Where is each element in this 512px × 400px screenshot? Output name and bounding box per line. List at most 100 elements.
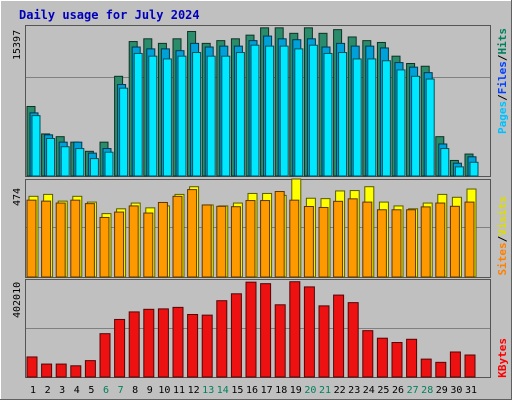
bar-sites-day-16 — [245, 200, 256, 278]
bar-pages-day-31 — [469, 161, 479, 177]
day-label-22: 22 — [334, 385, 346, 396]
day-label-13: 13 — [202, 385, 214, 396]
bar-sites-day-22 — [333, 200, 344, 278]
bar-pages-day-1 — [31, 115, 41, 177]
bar-pages-day-16 — [250, 44, 260, 177]
legend-pages-label: Pages — [496, 101, 509, 134]
bar-pages-day-11 — [177, 55, 187, 177]
bar-pages-day-15 — [235, 52, 245, 177]
bar-kbytes-day-16 — [245, 281, 257, 378]
bar-kbytes-day-31 — [464, 354, 476, 378]
bar-sites-day-27 — [406, 209, 417, 278]
day-label-2: 2 — [45, 385, 51, 396]
bar-sites-day-13 — [201, 204, 212, 278]
day-label-12: 12 — [188, 385, 200, 396]
day-label-31: 31 — [465, 385, 477, 396]
bar-kbytes-day-26 — [391, 342, 403, 378]
bar-kbytes-day-15 — [230, 293, 242, 378]
bar-pages-day-22 — [338, 52, 348, 177]
bar-kbytes-day-20 — [303, 286, 315, 378]
bar-kbytes-day-30 — [449, 351, 461, 378]
ytick-hits: 15397 — [12, 30, 23, 60]
bar-sites-day-8 — [128, 205, 139, 278]
bar-kbytes-day-2 — [41, 363, 53, 378]
bar-pages-day-6 — [104, 151, 114, 177]
bar-kbytes-day-5 — [84, 360, 96, 378]
day-label-21: 21 — [319, 385, 331, 396]
legend-files-label: Files — [496, 61, 509, 94]
day-label-7: 7 — [118, 385, 124, 396]
day-label-9: 9 — [147, 385, 153, 396]
bar-sites-day-20 — [303, 206, 314, 278]
bar-sites-day-12 — [187, 189, 198, 278]
day-label-24: 24 — [363, 385, 375, 396]
bar-pages-day-20 — [308, 44, 318, 177]
day-label-30: 30 — [450, 385, 462, 396]
bar-sites-day-25 — [376, 209, 387, 278]
day-label-6: 6 — [103, 385, 109, 396]
bar-sites-day-14 — [216, 205, 227, 278]
bar-sites-day-3 — [55, 202, 66, 278]
bar-pages-day-28 — [425, 78, 435, 177]
legend-sep-2: / — [496, 54, 509, 61]
bar-kbytes-day-4 — [70, 365, 82, 378]
bar-pages-day-12 — [192, 52, 202, 177]
bar-pages-day-9 — [148, 55, 158, 177]
bar-pages-day-4 — [75, 148, 85, 177]
bar-kbytes-day-9 — [143, 308, 155, 378]
bar-kbytes-day-27 — [406, 338, 418, 378]
day-label-10: 10 — [158, 385, 170, 396]
bar-pages-day-7 — [119, 87, 129, 177]
day-label-29: 29 — [436, 385, 448, 396]
legend-sep-3: / — [496, 235, 509, 242]
legend-kbytes-label: KBytes — [496, 338, 509, 378]
bar-pages-day-8 — [133, 52, 143, 177]
bar-kbytes-day-1 — [26, 356, 38, 378]
bar-sites-day-15 — [230, 206, 241, 278]
legend-visits: Sites/Visits — [496, 196, 509, 276]
bar-pages-day-10 — [162, 58, 172, 177]
bar-sites-day-5 — [84, 203, 95, 278]
bar-sites-day-18 — [274, 191, 285, 278]
day-label-20: 20 — [304, 385, 316, 396]
day-label-4: 4 — [74, 385, 80, 396]
bar-pages-day-24 — [367, 58, 377, 177]
bar-sites-day-9 — [143, 212, 154, 278]
bar-pages-day-29 — [440, 148, 450, 177]
bar-sites-day-11 — [172, 195, 183, 278]
bar-pages-day-2 — [46, 138, 56, 177]
bar-kbytes-day-21 — [318, 305, 330, 378]
legend-sites-label: Sites — [496, 242, 509, 275]
day-label-3: 3 — [59, 385, 65, 396]
bar-kbytes-day-25 — [376, 337, 388, 378]
day-label-17: 17 — [261, 385, 273, 396]
bar-kbytes-day-8 — [128, 311, 140, 378]
bar-sites-day-6 — [99, 216, 110, 278]
day-label-16: 16 — [246, 385, 258, 396]
bar-kbytes-day-17 — [260, 283, 272, 378]
bar-kbytes-day-28 — [420, 358, 432, 378]
bar-pages-day-18 — [279, 45, 289, 177]
ytick-visits: 474 — [12, 188, 23, 206]
bar-pages-day-30 — [454, 166, 464, 177]
bar-kbytes-day-11 — [172, 306, 184, 378]
bars-hits — [26, 27, 479, 177]
bar-sites-day-19 — [289, 199, 300, 278]
ytick-kbytes: 402010 — [12, 282, 23, 318]
bar-pages-day-23 — [352, 58, 362, 177]
day-label-14: 14 — [217, 385, 229, 396]
day-label-18: 18 — [275, 385, 287, 396]
legend-sep-1: / — [496, 94, 509, 101]
bar-sites-day-29 — [435, 202, 446, 278]
bar-sites-day-31 — [464, 201, 475, 278]
bar-sites-day-30 — [449, 205, 460, 278]
bar-kbytes-day-13 — [201, 314, 213, 378]
bar-sites-day-24 — [362, 201, 373, 278]
bar-kbytes-day-12 — [187, 313, 199, 378]
bar-kbytes-day-7 — [114, 318, 126, 378]
bar-sites-day-17 — [260, 200, 271, 278]
day-label-15: 15 — [231, 385, 243, 396]
legend-kbytes: KBytes — [496, 338, 509, 378]
day-label-28: 28 — [421, 385, 433, 396]
